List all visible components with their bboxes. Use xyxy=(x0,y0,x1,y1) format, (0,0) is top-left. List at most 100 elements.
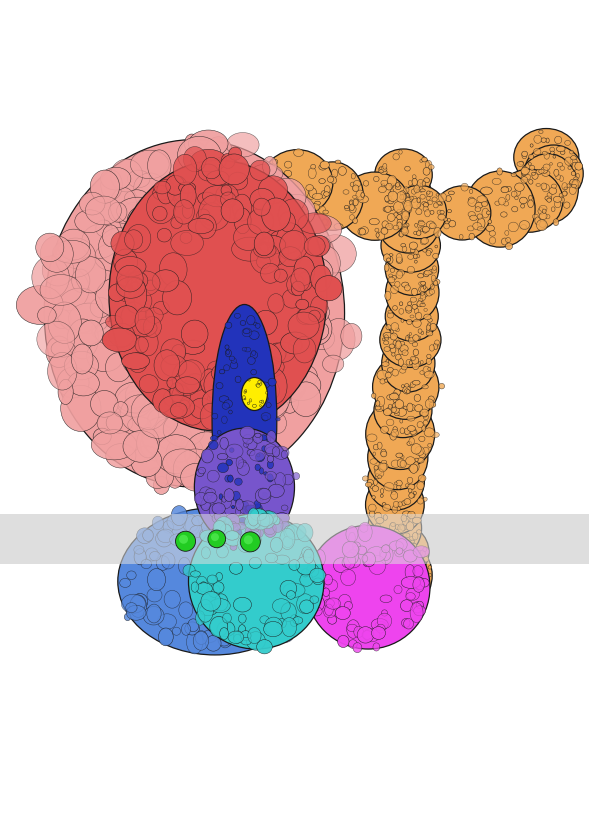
Ellipse shape xyxy=(243,329,250,333)
Ellipse shape xyxy=(214,422,232,443)
Ellipse shape xyxy=(435,344,438,346)
Ellipse shape xyxy=(254,232,274,255)
Ellipse shape xyxy=(521,204,525,208)
Ellipse shape xyxy=(428,396,434,402)
Ellipse shape xyxy=(108,202,127,222)
Ellipse shape xyxy=(551,184,557,188)
Ellipse shape xyxy=(409,557,415,566)
Ellipse shape xyxy=(571,184,577,188)
Ellipse shape xyxy=(401,599,413,612)
Ellipse shape xyxy=(562,182,567,190)
Ellipse shape xyxy=(310,204,320,211)
Ellipse shape xyxy=(373,355,439,420)
Ellipse shape xyxy=(380,426,389,433)
Ellipse shape xyxy=(382,502,386,507)
Ellipse shape xyxy=(296,588,308,598)
Ellipse shape xyxy=(519,221,530,230)
Ellipse shape xyxy=(406,337,411,341)
Ellipse shape xyxy=(515,183,524,191)
Ellipse shape xyxy=(522,153,527,158)
Ellipse shape xyxy=(399,232,403,237)
Ellipse shape xyxy=(521,177,528,183)
Ellipse shape xyxy=(208,585,220,598)
Ellipse shape xyxy=(134,291,152,311)
Ellipse shape xyxy=(126,224,151,253)
Ellipse shape xyxy=(365,482,372,487)
Ellipse shape xyxy=(324,599,335,608)
Ellipse shape xyxy=(362,539,432,612)
Ellipse shape xyxy=(154,350,180,381)
Ellipse shape xyxy=(244,391,246,393)
Ellipse shape xyxy=(169,428,218,475)
Ellipse shape xyxy=(258,380,261,383)
Ellipse shape xyxy=(420,370,425,374)
Ellipse shape xyxy=(218,634,234,647)
Ellipse shape xyxy=(402,226,408,233)
Ellipse shape xyxy=(377,443,382,449)
Ellipse shape xyxy=(382,335,435,392)
Ellipse shape xyxy=(571,172,575,176)
Ellipse shape xyxy=(399,150,402,154)
Ellipse shape xyxy=(403,386,411,394)
Ellipse shape xyxy=(207,390,229,413)
Ellipse shape xyxy=(363,568,366,573)
Ellipse shape xyxy=(250,351,257,359)
Ellipse shape xyxy=(400,420,403,423)
Ellipse shape xyxy=(214,516,233,539)
Ellipse shape xyxy=(201,499,210,511)
Ellipse shape xyxy=(368,452,425,510)
Ellipse shape xyxy=(145,234,184,262)
Ellipse shape xyxy=(250,160,270,181)
Ellipse shape xyxy=(427,200,432,204)
Ellipse shape xyxy=(274,512,289,524)
Ellipse shape xyxy=(423,420,428,425)
Ellipse shape xyxy=(293,617,303,624)
Ellipse shape xyxy=(528,200,534,208)
Ellipse shape xyxy=(219,396,229,402)
Ellipse shape xyxy=(257,640,272,654)
Ellipse shape xyxy=(242,347,247,351)
Ellipse shape xyxy=(16,286,64,324)
Ellipse shape xyxy=(375,523,380,529)
Ellipse shape xyxy=(385,291,391,300)
Ellipse shape xyxy=(506,237,511,243)
Ellipse shape xyxy=(423,498,427,502)
Ellipse shape xyxy=(416,361,421,366)
Ellipse shape xyxy=(125,603,137,612)
Ellipse shape xyxy=(388,256,393,264)
Ellipse shape xyxy=(428,318,432,322)
Ellipse shape xyxy=(419,436,425,442)
Ellipse shape xyxy=(239,460,246,466)
Ellipse shape xyxy=(102,328,137,352)
Ellipse shape xyxy=(229,562,243,574)
Ellipse shape xyxy=(406,336,409,341)
Ellipse shape xyxy=(219,639,230,646)
Ellipse shape xyxy=(134,173,166,203)
Ellipse shape xyxy=(439,383,445,389)
Ellipse shape xyxy=(413,566,423,576)
Ellipse shape xyxy=(388,310,392,314)
Ellipse shape xyxy=(402,618,410,627)
Ellipse shape xyxy=(393,305,398,310)
Ellipse shape xyxy=(392,402,399,410)
Ellipse shape xyxy=(402,511,411,516)
Ellipse shape xyxy=(58,229,90,260)
Ellipse shape xyxy=(184,134,199,154)
Ellipse shape xyxy=(436,194,439,196)
Ellipse shape xyxy=(396,340,401,347)
Ellipse shape xyxy=(216,239,245,274)
Ellipse shape xyxy=(202,388,223,410)
Ellipse shape xyxy=(375,469,384,477)
Ellipse shape xyxy=(128,272,148,290)
Ellipse shape xyxy=(206,273,243,305)
Ellipse shape xyxy=(423,178,429,183)
Ellipse shape xyxy=(254,500,260,510)
Ellipse shape xyxy=(212,502,225,514)
Ellipse shape xyxy=(178,360,205,384)
Ellipse shape xyxy=(226,350,231,357)
Ellipse shape xyxy=(469,233,475,240)
Ellipse shape xyxy=(411,596,414,600)
Ellipse shape xyxy=(234,204,278,239)
Ellipse shape xyxy=(221,365,236,383)
Ellipse shape xyxy=(147,569,166,590)
